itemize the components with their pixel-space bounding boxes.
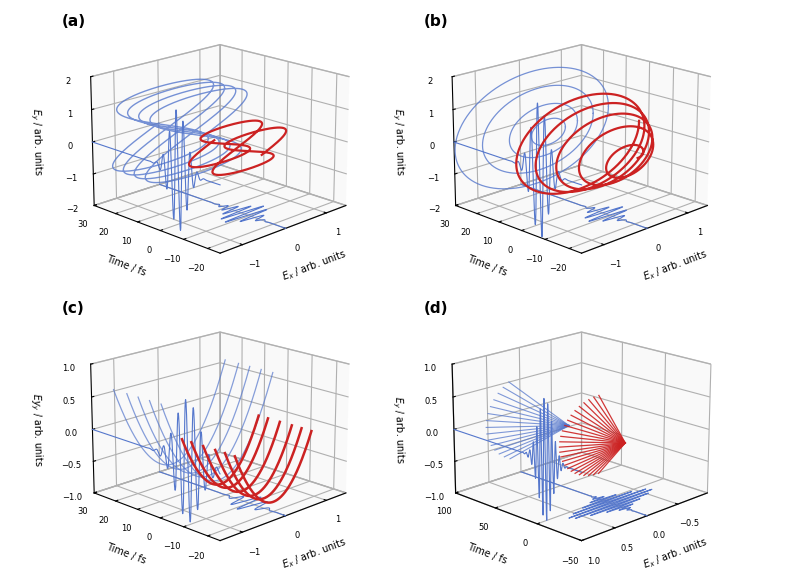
X-axis label: $E_x$ / arb. units: $E_x$ / arb. units [642,247,710,284]
Text: (d): (d) [423,302,448,316]
Y-axis label: Time / fs: Time / fs [105,254,148,278]
Text: (a): (a) [62,14,86,29]
Y-axis label: Time / fs: Time / fs [466,541,509,565]
X-axis label: $E_x$ / arb. units: $E_x$ / arb. units [642,535,710,572]
X-axis label: $E_x$ / arb. units: $E_x$ / arb. units [279,247,349,284]
Y-axis label: Time / fs: Time / fs [466,254,509,278]
X-axis label: $E_x$ / arb. units: $E_x$ / arb. units [279,535,349,572]
Text: (c): (c) [62,302,85,316]
Y-axis label: Time / fs: Time / fs [105,541,148,565]
Text: (b): (b) [423,14,448,29]
